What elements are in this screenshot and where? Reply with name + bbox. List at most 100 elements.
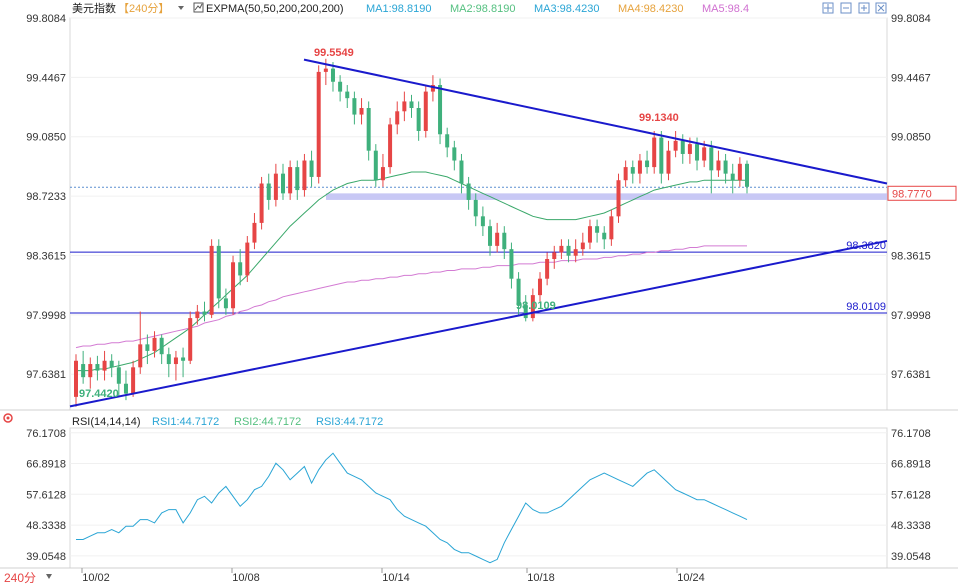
- candle-body: [545, 259, 550, 279]
- candle: [309, 150, 314, 187]
- candle: [388, 117, 393, 174]
- candle-body: [537, 278, 542, 296]
- candle-body: [680, 140, 685, 154]
- candle: [545, 252, 550, 286]
- candle-body: [138, 344, 143, 368]
- indicator-name[interactable]: EXPMA(50,50,200,200,200): [206, 3, 344, 15]
- candle: [223, 288, 228, 315]
- candle: [623, 160, 628, 187]
- candle: [116, 360, 121, 397]
- candle-body: [131, 367, 136, 394]
- candle-body: [473, 199, 478, 217]
- candle: [523, 295, 528, 322]
- candle-body: [173, 357, 178, 365]
- candle-body: [202, 311, 207, 315]
- candle: [245, 236, 250, 282]
- candle-body: [573, 249, 578, 256]
- candle: [266, 173, 271, 210]
- candle: [488, 219, 493, 256]
- zoom-out-icon[interactable]: [840, 2, 852, 14]
- candle: [495, 222, 500, 253]
- candle: [666, 140, 671, 181]
- bottom-period[interactable]: 240分: [4, 571, 52, 585]
- candle-body: [123, 383, 128, 394]
- candle: [273, 163, 278, 207]
- candle: [516, 272, 521, 315]
- candle: [323, 58, 328, 86]
- candle-body: [630, 167, 635, 174]
- candle-body: [737, 163, 742, 181]
- support-band: [326, 193, 887, 200]
- candle-body: [216, 245, 221, 299]
- period-dropdown-icon[interactable]: [46, 574, 52, 579]
- moving-averages: [75, 171, 747, 372]
- candle: [145, 334, 150, 365]
- y-tick-right-1: 99.4467: [891, 72, 931, 84]
- candle-body: [566, 245, 571, 256]
- bottom-period-label[interactable]: 240分: [4, 571, 36, 585]
- candle-body: [488, 226, 493, 246]
- candle: [288, 160, 293, 200]
- resistance-trendline: [303, 58, 888, 185]
- x-tick-label-4: 10/24: [677, 572, 705, 584]
- candle-body: [445, 134, 450, 148]
- candle: [566, 239, 571, 263]
- candle-body: [666, 150, 671, 174]
- candle: [152, 331, 157, 358]
- candle: [74, 354, 78, 407]
- ma-slow-line: [75, 245, 747, 349]
- zoom-in-icon[interactable]: [858, 2, 870, 14]
- candle: [302, 153, 307, 197]
- candle-body: [345, 91, 350, 99]
- candle: [645, 150, 650, 174]
- candle-body: [323, 68, 328, 72]
- rsi-series-line: [76, 452, 748, 564]
- y-tick-left-6: 97.6381: [26, 369, 66, 381]
- candle: [209, 239, 214, 319]
- candle: [723, 153, 728, 184]
- trendlines: [69, 58, 888, 408]
- candle: [316, 65, 321, 184]
- candle-body: [259, 183, 264, 223]
- candle: [373, 144, 378, 187]
- indicator-icon[interactable]: [193, 2, 204, 13]
- candle-body: [316, 71, 321, 177]
- candle: [466, 176, 471, 210]
- candle: [552, 245, 557, 269]
- candle: [609, 209, 614, 246]
- y-tick-right-0: 99.8084: [891, 13, 931, 25]
- rsi-header: RSI(14,14,14) RSI1:44.7172 RSI2:44.7172 RS…: [3, 413, 383, 428]
- close-icon[interactable]: [875, 2, 887, 14]
- y-tick-right-5: 97.9998: [891, 310, 931, 322]
- candle: [530, 288, 535, 322]
- candle: [430, 75, 435, 102]
- candle: [502, 226, 507, 260]
- candle-body: [159, 337, 164, 355]
- candle-body: [530, 295, 535, 319]
- candle-body: [716, 160, 721, 171]
- settings-gear-icon[interactable]: [3, 413, 13, 423]
- rsi-title[interactable]: RSI(14,14,14): [72, 416, 140, 428]
- dropdown-icon[interactable]: [178, 6, 184, 10]
- candle: [295, 160, 300, 200]
- y-axis-left: 99.8084 99.4467 99.0850 98.7233 98.3615 97.99…: [26, 13, 66, 381]
- candle: [745, 160, 749, 194]
- y-tick-left-1: 99.4467: [26, 72, 66, 84]
- candle-body: [695, 144, 700, 161]
- candle: [202, 301, 207, 322]
- candle-body: [238, 262, 243, 276]
- move-icon[interactable]: [822, 2, 834, 14]
- rsi-y-tick-right-2: 57.6128: [891, 489, 931, 501]
- candle: [445, 127, 450, 158]
- horizontal-lines: 98.382098.0109: [70, 240, 887, 314]
- ma-label-3: MA3:98.4230: [534, 3, 599, 15]
- candle-body: [587, 226, 592, 243]
- candle-body: [74, 360, 78, 397]
- support-trendline: [69, 239, 888, 408]
- candle: [452, 140, 457, 171]
- candle-body: [623, 167, 628, 181]
- candle: [281, 163, 286, 200]
- period-label[interactable]: 【240分】: [118, 2, 169, 15]
- candle: [138, 311, 143, 374]
